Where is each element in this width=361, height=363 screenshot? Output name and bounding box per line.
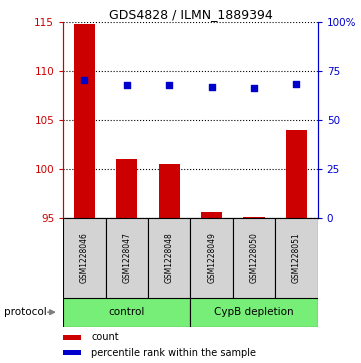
- Bar: [116, 159, 138, 218]
- Point: [251, 85, 257, 91]
- Point: [82, 77, 87, 82]
- Bar: [243, 217, 265, 218]
- Bar: [286, 130, 307, 218]
- Text: GSM1228047: GSM1228047: [122, 232, 131, 283]
- Bar: [191, 218, 233, 298]
- Point: [166, 82, 172, 87]
- Bar: [63, 335, 81, 340]
- Text: GSM1228046: GSM1228046: [80, 232, 89, 283]
- Bar: [275, 218, 318, 298]
- Bar: [74, 24, 95, 218]
- Bar: [105, 218, 148, 298]
- Point: [124, 82, 130, 87]
- Text: GSM1228049: GSM1228049: [207, 232, 216, 283]
- Text: control: control: [109, 307, 145, 317]
- Bar: [158, 164, 180, 218]
- Text: count: count: [91, 333, 119, 342]
- Bar: [63, 298, 191, 327]
- Text: CypB depletion: CypB depletion: [214, 307, 294, 317]
- Point: [293, 81, 299, 86]
- Text: percentile rank within the sample: percentile rank within the sample: [91, 347, 256, 358]
- Bar: [191, 298, 318, 327]
- Text: GSM1228051: GSM1228051: [292, 232, 301, 283]
- Bar: [63, 350, 81, 355]
- Bar: [233, 218, 275, 298]
- Bar: [148, 218, 191, 298]
- Bar: [201, 212, 222, 218]
- Text: protocol: protocol: [4, 307, 46, 317]
- Text: GSM1228050: GSM1228050: [249, 232, 258, 283]
- Text: GSM1228048: GSM1228048: [165, 232, 174, 283]
- Title: GDS4828 / ILMN_1889394: GDS4828 / ILMN_1889394: [109, 8, 272, 21]
- Bar: [63, 218, 105, 298]
- Point: [209, 84, 214, 90]
